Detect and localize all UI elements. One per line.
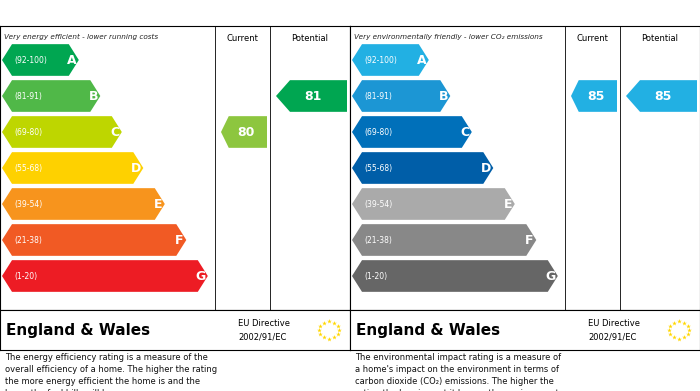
Text: E: E xyxy=(503,197,512,210)
Text: EU Directive: EU Directive xyxy=(238,319,290,328)
Text: (92-100): (92-100) xyxy=(14,56,47,65)
Polygon shape xyxy=(2,116,122,148)
Text: B: B xyxy=(438,90,448,102)
Text: (92-100): (92-100) xyxy=(364,56,397,65)
Text: (55-68): (55-68) xyxy=(364,163,392,172)
Text: Very energy efficient - lower running costs: Very energy efficient - lower running co… xyxy=(4,34,158,40)
Text: 81: 81 xyxy=(304,90,322,102)
Text: Potential: Potential xyxy=(641,34,678,43)
Polygon shape xyxy=(2,188,164,220)
Polygon shape xyxy=(2,260,208,292)
Text: (21-38): (21-38) xyxy=(14,235,42,244)
Text: (55-68): (55-68) xyxy=(14,163,42,172)
Text: (1-20): (1-20) xyxy=(364,271,387,280)
Text: 2002/91/EC: 2002/91/EC xyxy=(238,333,286,342)
Text: EU Directive: EU Directive xyxy=(588,319,640,328)
Text: The environmental impact rating is a measure of
a home's impact on the environme: The environmental impact rating is a mea… xyxy=(355,353,561,391)
Polygon shape xyxy=(352,152,494,184)
Text: England & Wales: England & Wales xyxy=(6,323,150,337)
Polygon shape xyxy=(352,188,514,220)
Text: Not environmentally friendly - higher CO₂ emissions: Not environmentally friendly - higher CO… xyxy=(354,322,542,328)
Text: 85: 85 xyxy=(587,90,604,102)
Polygon shape xyxy=(2,152,143,184)
Text: A: A xyxy=(67,54,76,66)
Text: D: D xyxy=(131,161,141,174)
Text: 2002/91/EC: 2002/91/EC xyxy=(588,333,636,342)
Text: (1-20): (1-20) xyxy=(14,271,37,280)
Polygon shape xyxy=(352,116,472,148)
Text: The energy efficiency rating is a measure of the
overall efficiency of a home. T: The energy efficiency rating is a measur… xyxy=(5,353,217,391)
Text: Not energy efficient - higher running costs: Not energy efficient - higher running co… xyxy=(4,322,158,328)
Text: Energy Efficiency Rating: Energy Efficiency Rating xyxy=(6,7,169,20)
Polygon shape xyxy=(2,44,79,76)
Text: Environmental Impact (CO₂) Rating: Environmental Impact (CO₂) Rating xyxy=(356,7,589,20)
Text: Current: Current xyxy=(577,34,608,43)
Text: A: A xyxy=(417,54,426,66)
Text: F: F xyxy=(175,233,183,246)
Polygon shape xyxy=(352,44,429,76)
Text: G: G xyxy=(546,269,556,283)
Text: 80: 80 xyxy=(237,126,254,138)
Text: (39-54): (39-54) xyxy=(14,199,42,208)
Polygon shape xyxy=(352,260,558,292)
Text: (69-80): (69-80) xyxy=(364,127,392,136)
Polygon shape xyxy=(352,224,536,256)
Text: Very environmentally friendly - lower CO₂ emissions: Very environmentally friendly - lower CO… xyxy=(354,34,542,40)
Text: D: D xyxy=(481,161,491,174)
Text: C: C xyxy=(110,126,120,138)
Text: Current: Current xyxy=(227,34,258,43)
Text: (21-38): (21-38) xyxy=(364,235,392,244)
Text: C: C xyxy=(460,126,470,138)
Polygon shape xyxy=(276,80,347,112)
Text: B: B xyxy=(88,90,98,102)
Polygon shape xyxy=(571,80,617,112)
Text: England & Wales: England & Wales xyxy=(356,323,500,337)
Text: Potential: Potential xyxy=(291,34,328,43)
Polygon shape xyxy=(2,80,100,112)
Text: (81-91): (81-91) xyxy=(364,91,392,100)
Polygon shape xyxy=(626,80,697,112)
Polygon shape xyxy=(2,224,186,256)
Text: 85: 85 xyxy=(654,90,672,102)
Text: (81-91): (81-91) xyxy=(14,91,42,100)
Text: (69-80): (69-80) xyxy=(14,127,42,136)
Text: F: F xyxy=(525,233,533,246)
Text: E: E xyxy=(153,197,162,210)
Polygon shape xyxy=(352,80,450,112)
Text: (39-54): (39-54) xyxy=(364,199,392,208)
Text: G: G xyxy=(196,269,206,283)
Polygon shape xyxy=(221,116,267,148)
